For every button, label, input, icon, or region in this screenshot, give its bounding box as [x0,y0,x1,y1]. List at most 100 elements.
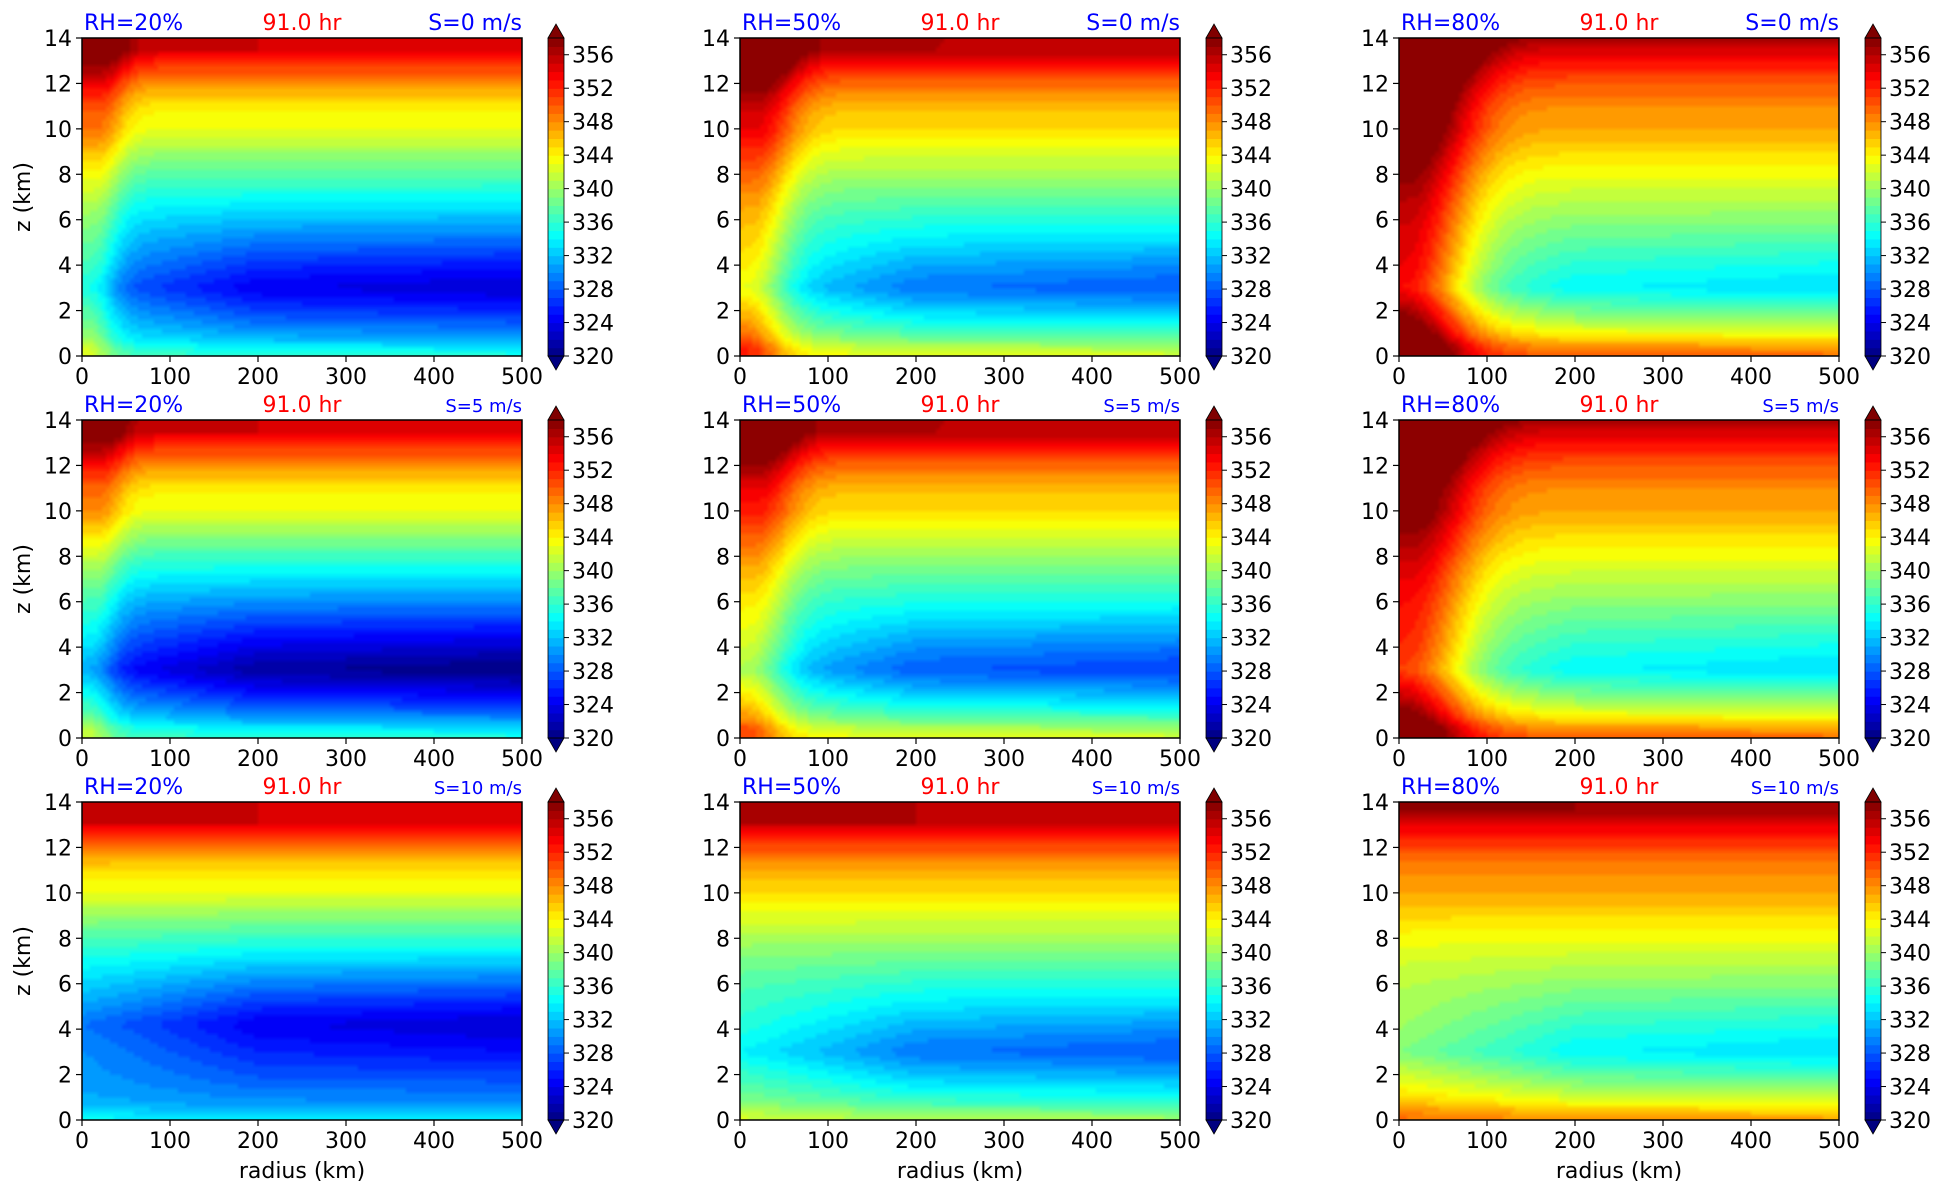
colorbar-level [1206,553,1222,563]
colorbar-tick-label: 336 [1230,211,1272,236]
colorbar-level [1206,919,1222,929]
x-tick-label: 0 [75,365,89,390]
colorbar: 356 352 348 344 340 336 332 328 324 320 [1205,787,1272,1135]
colorbar-level [548,894,564,904]
colorbar-level [1206,453,1222,463]
y-tick-label: 14 [702,409,730,434]
colorbar-level [1865,1111,1881,1121]
colorbar-level [1206,587,1222,597]
colorbar-level [1865,512,1881,522]
y-tick-label: 8 [716,163,730,188]
colorbar-level [548,802,564,811]
colorbar-extend-max [1864,23,1882,39]
colorbar-level [1206,420,1222,429]
colorbar-level [1206,297,1222,307]
shear-label: S=0 m/s [428,11,522,36]
colorbar-level [1865,96,1881,106]
colorbar-level [1206,1044,1222,1054]
panel-7: 0 100 200 300 400 500 0 2 4 6 8 10 12 14 z (km) radius … [11,775,614,1184]
contour-field [82,420,522,738]
colorbar-extend-max [1864,405,1882,421]
colorbar-level [548,171,564,181]
colorbar-tick-label: 344 [1889,526,1931,551]
colorbar-tick-label: 320 [1889,727,1931,752]
colorbar-extend-max [547,23,565,39]
x-tick-label: 300 [1642,365,1684,390]
colorbar-level [1865,704,1881,714]
y-tick-label: 12 [44,836,72,861]
colorbar-level [1865,1069,1881,1079]
y-tick-label: 2 [58,682,72,707]
shear-label: S=0 m/s [1086,11,1180,36]
colorbar-tick-label: 332 [572,627,614,652]
colorbar-level [548,314,564,324]
colorbar-tick-label: 320 [1889,1109,1931,1134]
colorbar-level [1206,952,1222,962]
y-tick-label: 10 [1361,500,1389,525]
y-tick-label: 2 [716,1064,730,1089]
colorbar-tick-label: 356 [1889,426,1931,451]
y-tick-label: 6 [716,209,730,234]
x-tick-label: 400 [413,365,455,390]
colorbar-tick-label: 352 [572,459,614,484]
colorbar-level [1865,420,1881,429]
y-tick-label: 8 [1375,163,1389,188]
colorbar-level [548,629,564,639]
colorbar-level [1865,1002,1881,1012]
colorbar-level [548,495,564,505]
colorbar-level [1865,470,1881,480]
x-tick-label: 400 [1730,1129,1772,1154]
time-label: 91.0 hr [263,393,343,418]
colorbar-level [1206,1103,1222,1113]
colorbar-tick-label: 352 [1230,459,1272,484]
colorbar-level [1865,238,1881,248]
colorbar-level [548,885,564,895]
colorbar-level [548,420,564,429]
colorbar-frame [547,801,565,1121]
colorbar-level [1865,38,1881,47]
colorbar-level [1865,46,1881,56]
panel-6: 0 100 200 300 400 500 0 2 4 6 8 10 12 14 RH=80% 91.0 hr… [1361,393,1931,772]
colorbar-level [548,729,564,739]
x-tick-label: 300 [1642,1129,1684,1154]
colorbar-level [548,71,564,81]
colorbar-level [1865,180,1881,190]
colorbar-level [1865,1086,1881,1096]
rh-label: RH=50% [742,11,841,36]
colorbar-extend-max [1864,787,1882,803]
y-tick-label: 8 [1375,545,1389,570]
y-tick-label: 10 [1361,118,1389,143]
colorbar-level [548,1111,564,1121]
colorbar-tick-label: 324 [1889,312,1931,337]
colorbar-level [1865,679,1881,689]
y-tick-label: 10 [1361,882,1389,907]
colorbar-level [548,347,564,357]
colorbar-level [1206,230,1222,240]
colorbar-level [1206,113,1222,123]
plot-frame [739,419,1181,739]
y-tick-label: 6 [1375,973,1389,998]
shear-label: S=5 m/s [445,396,522,417]
colorbar-level [1865,88,1881,98]
panel-3: 0 100 200 300 400 500 0 2 4 6 8 10 12 14 RH=80% 91.0 hr… [1361,11,1931,390]
colorbar-tick-label: 336 [572,211,614,236]
y-tick-label: 14 [44,27,72,52]
colorbar-level [1206,512,1222,522]
x-tick-label: 400 [1730,747,1772,772]
plot-frame [1398,419,1840,739]
colorbar-level [1206,96,1222,106]
colorbar-level [548,1027,564,1037]
time-label: 91.0 hr [263,11,343,36]
colorbar-level [1865,453,1881,463]
rh-label: RH=80% [1401,393,1500,418]
colorbar-level [548,1053,564,1063]
x-tick-label: 400 [1071,365,1113,390]
colorbar-tick-label: 332 [1889,1009,1931,1034]
y-tick-label: 12 [702,454,730,479]
colorbar-level [1865,121,1881,131]
colorbar-level [1206,428,1222,438]
colorbar-level [548,1044,564,1054]
x-tick-label: 500 [1159,365,1201,390]
colorbar-tick-label: 344 [1889,144,1931,169]
colorbar-level [1206,520,1222,530]
